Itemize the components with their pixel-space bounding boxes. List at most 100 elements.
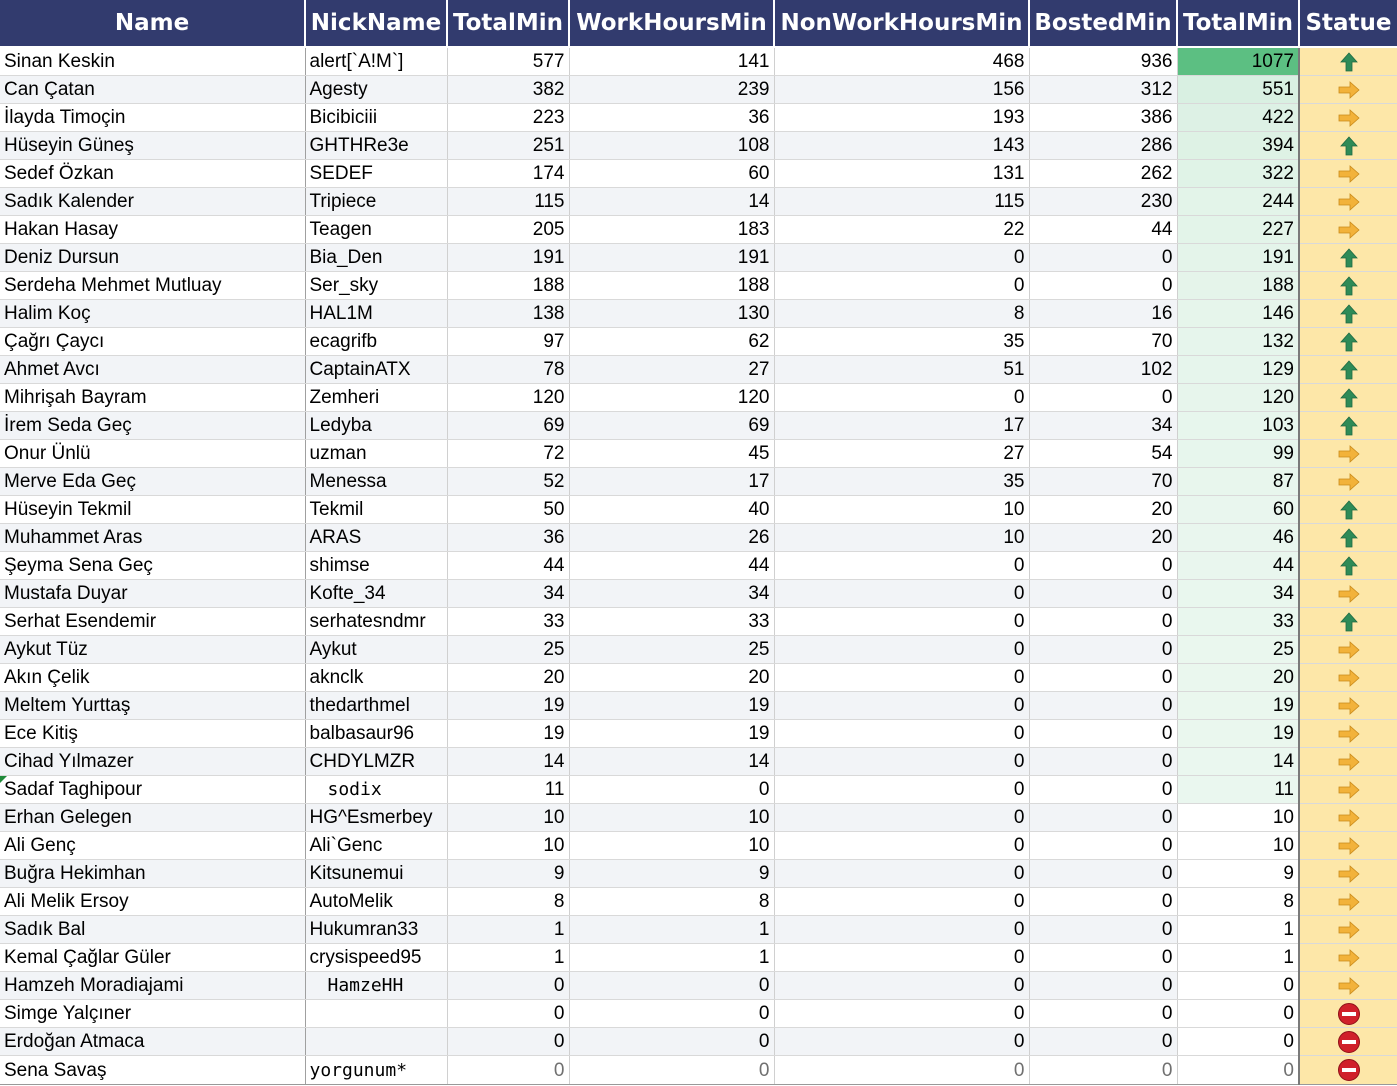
cell-name[interactable]: Çağrı Çaycı	[0, 327, 306, 356]
cell-workhoursmin[interactable]: 9	[569, 859, 775, 888]
cell-nonworkhoursmin[interactable]: 35	[774, 467, 1030, 496]
cell-bostedmin[interactable]: 0	[1029, 635, 1178, 664]
cell-grand-totalmin[interactable]: 10	[1177, 831, 1300, 860]
cell-totalmin[interactable]: 577	[447, 47, 570, 76]
cell-name[interactable]: Buğra Hekimhan	[0, 859, 306, 888]
cell-nickname[interactable]: CHDYLMZR	[305, 747, 448, 776]
cell-workhoursmin[interactable]: 34	[569, 579, 775, 608]
cell-workhoursmin[interactable]: 69	[569, 411, 775, 440]
cell-workhoursmin[interactable]: 10	[569, 803, 775, 832]
cell-workhoursmin[interactable]: 0	[569, 999, 775, 1028]
cell-nonworkhoursmin[interactable]: 0	[774, 551, 1030, 580]
cell-nonworkhoursmin[interactable]: 0	[774, 971, 1030, 1000]
cell-name[interactable]: Deniz Dursun	[0, 243, 306, 272]
cell-grand-totalmin[interactable]: 1	[1177, 943, 1300, 972]
cell-totalmin[interactable]: 188	[447, 271, 570, 300]
cell-totalmin[interactable]: 25	[447, 635, 570, 664]
cell-totalmin[interactable]: 33	[447, 607, 570, 636]
cell-nonworkhoursmin[interactable]: 0	[774, 663, 1030, 692]
cell-bostedmin[interactable]: 44	[1029, 215, 1178, 244]
cell-statue[interactable]	[1299, 551, 1397, 580]
cell-nonworkhoursmin[interactable]: 0	[774, 803, 1030, 832]
cell-name[interactable]: Hamzeh Moradiajami	[0, 971, 306, 1000]
cell-workhoursmin[interactable]: 36	[569, 103, 775, 132]
cell-grand-totalmin[interactable]: 1	[1177, 915, 1300, 944]
cell-bostedmin[interactable]: 0	[1029, 579, 1178, 608]
cell-statue[interactable]	[1299, 355, 1397, 384]
cell-nonworkhoursmin[interactable]: 0	[774, 915, 1030, 944]
cell-nickname[interactable]: Tripiece	[305, 187, 448, 216]
cell-name[interactable]: Ali Genç	[0, 831, 306, 860]
cell-statue[interactable]	[1299, 607, 1397, 636]
cell-totalmin[interactable]: 382	[447, 75, 570, 104]
cell-grand-totalmin[interactable]: 146	[1177, 299, 1300, 328]
cell-grand-totalmin[interactable]: 87	[1177, 467, 1300, 496]
cell-workhoursmin[interactable]: 141	[569, 47, 775, 76]
cell-statue[interactable]	[1299, 943, 1397, 972]
cell-nonworkhoursmin[interactable]: 0	[774, 243, 1030, 272]
cell-workhoursmin[interactable]: 0	[569, 971, 775, 1000]
header-name[interactable]: Name	[0, 0, 306, 48]
cell-bostedmin[interactable]: 54	[1029, 439, 1178, 468]
header-totalmin[interactable]: TotalMin	[447, 0, 570, 48]
cell-grand-totalmin[interactable]: 551	[1177, 75, 1300, 104]
cell-name[interactable]: Erhan Gelegen	[0, 803, 306, 832]
cell-grand-totalmin[interactable]: 129	[1177, 355, 1300, 384]
cell-bostedmin[interactable]: 0	[1029, 243, 1178, 272]
cell-workhoursmin[interactable]: 188	[569, 271, 775, 300]
cell-nickname[interactable]: Menessa	[305, 467, 448, 496]
cell-name[interactable]: Akın Çelik	[0, 663, 306, 692]
cell-totalmin[interactable]: 223	[447, 103, 570, 132]
cell-bostedmin[interactable]: 70	[1029, 467, 1178, 496]
cell-grand-totalmin[interactable]: 322	[1177, 159, 1300, 188]
cell-grand-totalmin[interactable]: 99	[1177, 439, 1300, 468]
cell-nonworkhoursmin[interactable]: 0	[774, 943, 1030, 972]
cell-statue[interactable]	[1299, 663, 1397, 692]
cell-grand-totalmin[interactable]: 10	[1177, 803, 1300, 832]
cell-bostedmin[interactable]: 0	[1029, 803, 1178, 832]
cell-statue[interactable]	[1299, 411, 1397, 440]
cell-statue[interactable]	[1299, 635, 1397, 664]
cell-nonworkhoursmin[interactable]: 0	[774, 383, 1030, 412]
cell-workhoursmin[interactable]: 191	[569, 243, 775, 272]
cell-workhoursmin[interactable]: 20	[569, 663, 775, 692]
cell-nonworkhoursmin[interactable]: 0	[774, 999, 1030, 1028]
cell-grand-totalmin[interactable]: 394	[1177, 131, 1300, 160]
cell-bostedmin[interactable]: 102	[1029, 355, 1178, 384]
cell-workhoursmin[interactable]: 239	[569, 75, 775, 104]
cell-totalmin[interactable]: 0	[447, 971, 570, 1000]
cell-statue[interactable]	[1299, 859, 1397, 888]
cell-bostedmin[interactable]: 936	[1029, 47, 1178, 76]
cell-nonworkhoursmin[interactable]: 143	[774, 131, 1030, 160]
cell-nonworkhoursmin[interactable]: 10	[774, 495, 1030, 524]
cell-bostedmin[interactable]: 0	[1029, 943, 1178, 972]
cell-totalmin[interactable]: 8	[447, 887, 570, 916]
cell-bostedmin[interactable]: 34	[1029, 411, 1178, 440]
cell-workhoursmin[interactable]: 33	[569, 607, 775, 636]
cell-nonworkhoursmin[interactable]: 468	[774, 47, 1030, 76]
cell-bostedmin[interactable]: 0	[1029, 1055, 1178, 1085]
cell-nickname[interactable]: HG^Esmerbey	[305, 803, 448, 832]
cell-totalmin[interactable]: 52	[447, 467, 570, 496]
cell-statue[interactable]	[1299, 747, 1397, 776]
cell-nickname[interactable]: Agesty	[305, 75, 448, 104]
cell-totalmin[interactable]: 115	[447, 187, 570, 216]
cell-nonworkhoursmin[interactable]: 0	[774, 635, 1030, 664]
cell-bostedmin[interactable]: 0	[1029, 663, 1178, 692]
cell-nickname[interactable]: AutoMelik	[305, 887, 448, 916]
cell-bostedmin[interactable]: 16	[1029, 299, 1178, 328]
cell-statue[interactable]	[1299, 187, 1397, 216]
cell-name[interactable]: Aykut Tüz	[0, 635, 306, 664]
cell-name[interactable]: Mihrişah Bayram	[0, 383, 306, 412]
cell-nickname[interactable]: crysispeed95	[305, 943, 448, 972]
cell-nickname[interactable]: balbasaur96	[305, 719, 448, 748]
cell-bostedmin[interactable]: 262	[1029, 159, 1178, 188]
cell-statue[interactable]	[1299, 75, 1397, 104]
cell-workhoursmin[interactable]: 14	[569, 747, 775, 776]
header-workhoursmin[interactable]: WorkHoursMin	[569, 0, 775, 48]
cell-nonworkhoursmin[interactable]: 0	[774, 775, 1030, 804]
cell-name[interactable]: Sena Savaş	[0, 1055, 306, 1085]
cell-nickname[interactable]: Ledyba	[305, 411, 448, 440]
cell-name[interactable]: Can Çatan	[0, 75, 306, 104]
cell-statue[interactable]	[1299, 999, 1397, 1028]
